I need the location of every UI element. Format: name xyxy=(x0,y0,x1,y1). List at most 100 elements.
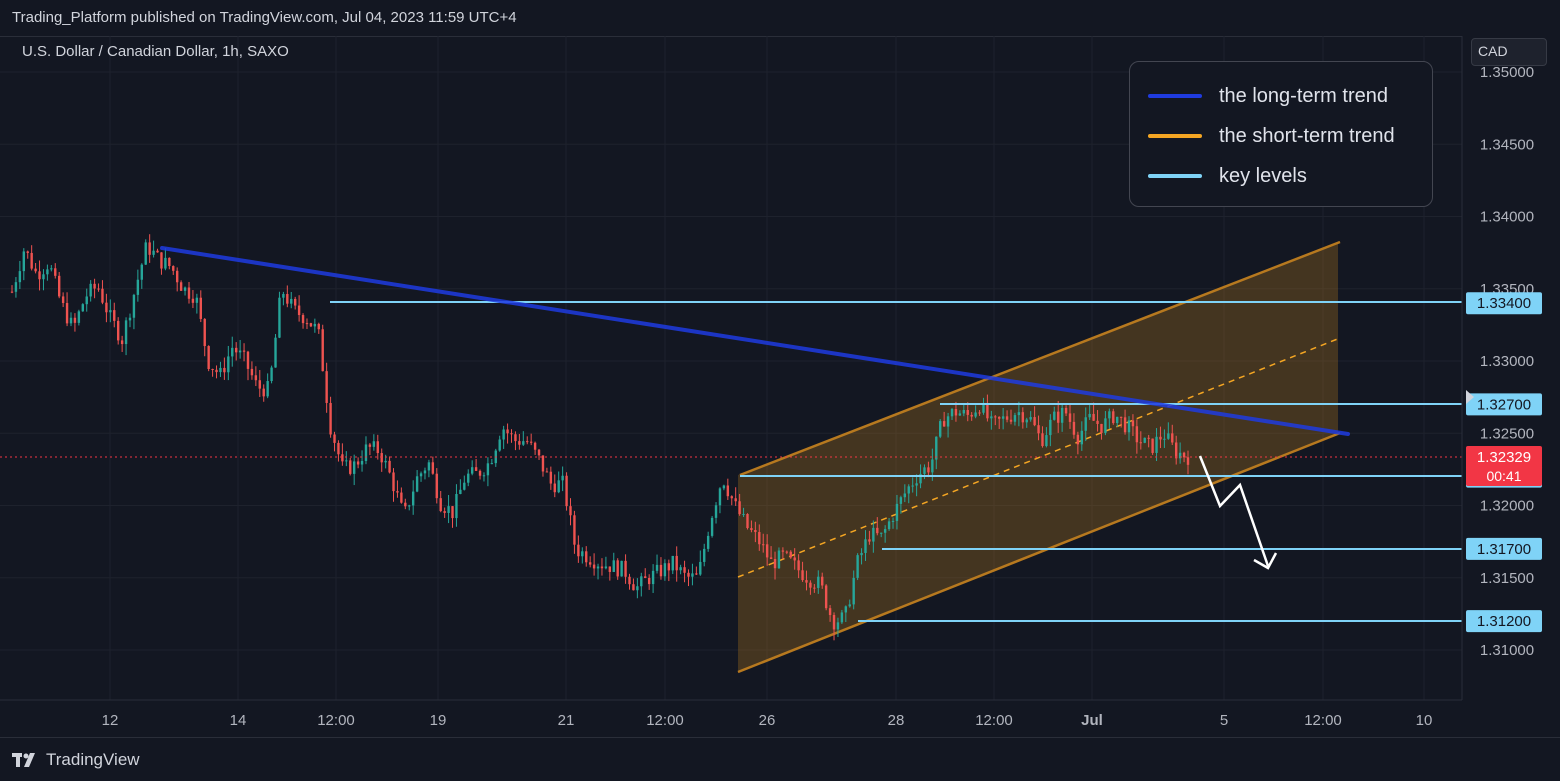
candle-body xyxy=(451,506,454,519)
candle-body xyxy=(1092,413,1095,421)
candle-body xyxy=(376,441,379,454)
time-tick-label: 12:00 xyxy=(646,712,684,729)
candle-body xyxy=(683,567,686,573)
candle-body xyxy=(380,453,383,463)
candle-body xyxy=(1119,416,1123,418)
candle-body xyxy=(990,416,993,419)
candle-body xyxy=(459,489,462,494)
candle-body xyxy=(730,496,733,499)
footer: TradingView xyxy=(0,737,1560,781)
candle-body xyxy=(1147,437,1150,439)
candle-body xyxy=(860,552,863,556)
candle-body xyxy=(274,337,277,368)
candle-body xyxy=(1100,423,1103,433)
candle-body xyxy=(136,279,140,295)
candle-body xyxy=(282,294,285,298)
candle-body xyxy=(746,513,749,529)
candle-body xyxy=(868,539,871,542)
candle-body xyxy=(923,467,926,474)
price-chart[interactable]: 1.350001.345001.340001.335001.330001.325… xyxy=(0,36,1560,736)
candle-body xyxy=(309,323,313,327)
candle-body xyxy=(722,485,726,489)
candle-body xyxy=(404,502,407,507)
price-tick-label: 1.33000 xyxy=(1480,353,1534,370)
candle-body xyxy=(447,506,450,513)
candle-body xyxy=(207,346,210,370)
candle-body xyxy=(636,586,639,591)
candle-body xyxy=(750,528,753,531)
candle-body xyxy=(663,563,667,577)
candle-body xyxy=(596,566,600,569)
candle-body xyxy=(1182,452,1186,458)
candle-body xyxy=(876,527,879,534)
candle-body xyxy=(187,287,191,299)
candle-body xyxy=(77,311,81,323)
candle-body xyxy=(144,242,147,265)
chart-area[interactable]: 1.35000 1.34500 1.34000 1.33500 1.33000 1.325… xyxy=(0,36,1560,736)
candle-body xyxy=(18,271,22,283)
candle-body xyxy=(545,471,549,473)
candle-body xyxy=(856,555,859,578)
candle-body xyxy=(81,304,84,312)
candle-body xyxy=(419,473,423,477)
time-axis[interactable]: 12 14 12:00 19 21 12:00 26 28 12:00 Jul 5 12:00 10 xyxy=(102,712,1433,729)
candle-body xyxy=(801,570,804,581)
candle-body xyxy=(809,582,812,588)
candle-body xyxy=(1123,417,1127,433)
candle-body xyxy=(565,475,568,507)
tradingview-logo[interactable]: TradingView xyxy=(12,750,140,770)
candle-body xyxy=(998,416,1001,419)
candle-body xyxy=(73,317,77,323)
candle-body xyxy=(234,347,238,353)
candle-body xyxy=(116,320,120,341)
candle-body xyxy=(246,351,250,369)
candle-body xyxy=(1045,435,1048,447)
candle-body xyxy=(518,441,521,445)
candle-body xyxy=(1116,416,1119,424)
candle-body xyxy=(699,561,702,575)
candle-body xyxy=(994,416,997,418)
candle-body xyxy=(765,544,769,558)
candle-body xyxy=(836,622,840,630)
candle-body xyxy=(341,454,344,462)
candle-body xyxy=(592,564,596,569)
candle-body xyxy=(718,488,722,506)
candle-body xyxy=(231,347,234,357)
candle-body xyxy=(50,268,53,270)
candle-body xyxy=(726,485,730,497)
candle-body xyxy=(1033,417,1036,426)
candle-body xyxy=(769,557,773,560)
candle-body xyxy=(754,530,757,533)
candle-body xyxy=(54,268,57,276)
candle-body xyxy=(470,467,474,474)
candle-body xyxy=(1167,433,1170,439)
candle-body xyxy=(411,491,415,506)
candle-body xyxy=(293,298,297,306)
candle-body xyxy=(435,473,438,499)
candle-body xyxy=(1017,412,1021,416)
time-tick-label: 5 xyxy=(1220,712,1228,729)
candle-body xyxy=(1131,420,1135,427)
candle-body xyxy=(734,498,737,502)
candle-body xyxy=(120,340,124,345)
candle-body xyxy=(872,527,875,542)
candle-body xyxy=(97,288,100,290)
candle-body xyxy=(124,320,128,345)
legend-swatch xyxy=(1148,134,1202,138)
time-tick-label: 28 xyxy=(888,712,905,729)
candle-body xyxy=(223,367,226,373)
legend-label: key levels xyxy=(1219,164,1307,187)
candle-body xyxy=(883,529,887,533)
candle-body xyxy=(864,539,867,553)
candle-body xyxy=(1041,433,1044,447)
candle-body xyxy=(128,317,132,321)
candle-body xyxy=(789,551,792,558)
candle-body xyxy=(911,485,914,487)
candle-body xyxy=(467,473,470,483)
candle-body xyxy=(345,460,348,462)
time-axis-bg xyxy=(0,700,1462,736)
candle-body xyxy=(1163,438,1166,440)
currency-button[interactable]: CAD xyxy=(1471,38,1547,66)
candle-body xyxy=(581,551,584,557)
candle-body xyxy=(61,296,65,303)
